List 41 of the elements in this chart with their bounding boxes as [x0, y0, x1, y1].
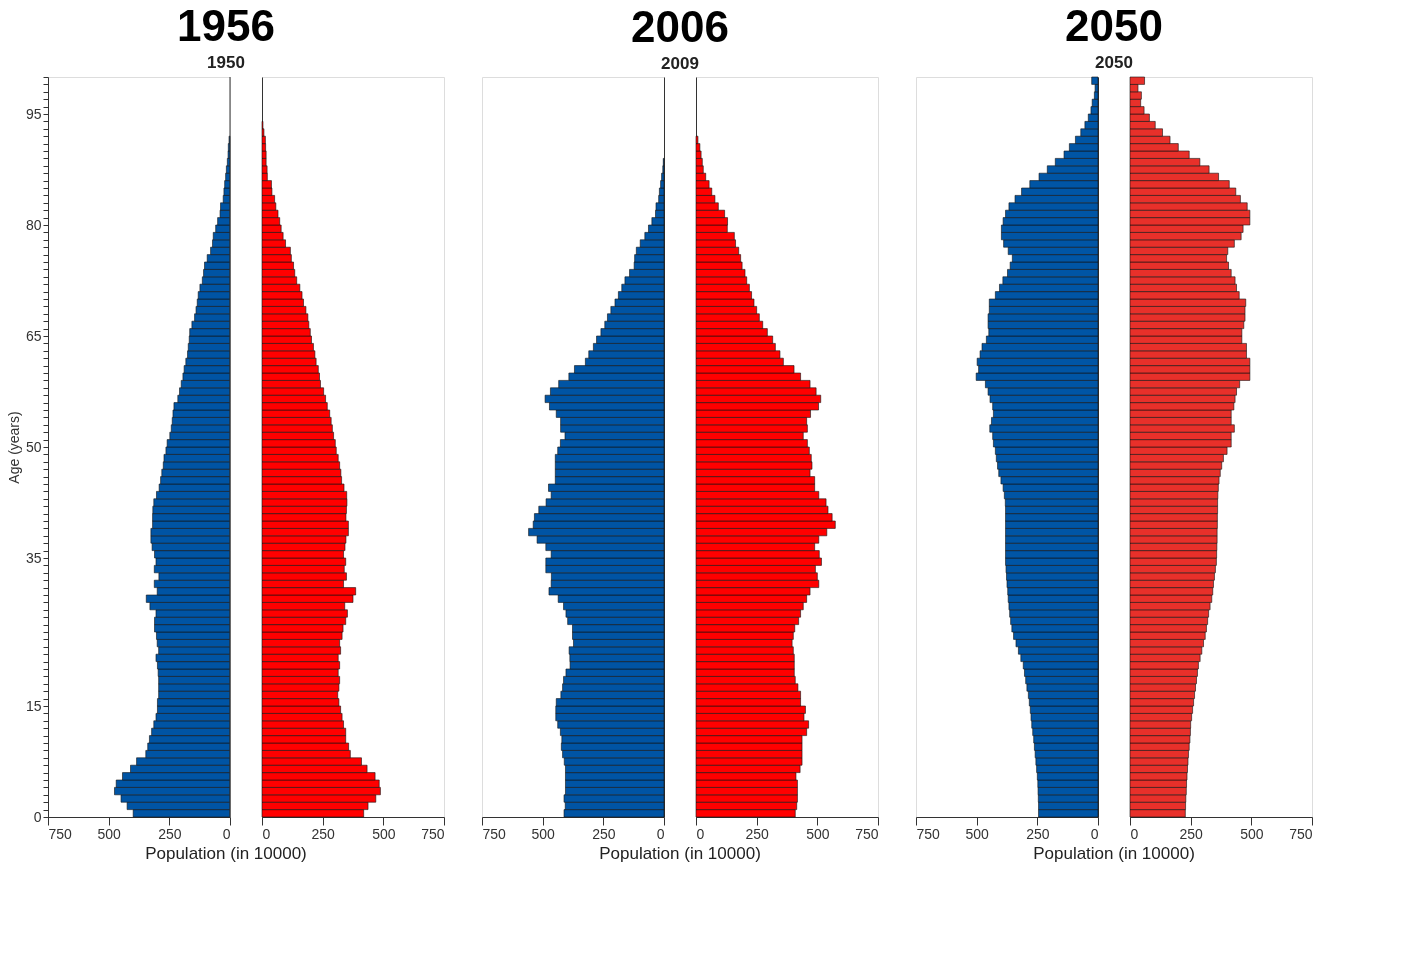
x-tick-label: 250: [745, 825, 770, 842]
x-axis-title: Population (in 10000): [1033, 843, 1195, 863]
x-tick-label: 750: [482, 825, 507, 842]
x-tick-label: 500: [372, 825, 396, 842]
x-tick-label: 0: [222, 825, 231, 842]
x-tick-label: 750: [916, 825, 941, 842]
x-tick-label: 500: [1240, 825, 1264, 842]
x-tick-label: 500: [97, 825, 122, 842]
x-tick-label: 500: [806, 825, 830, 842]
x-tick-label: 0: [1090, 825, 1099, 842]
x-tick-label: 750: [1289, 825, 1313, 842]
x-tick-label: 250: [592, 825, 616, 842]
x-tick-label: 500: [531, 825, 556, 842]
y-tick-label: 15: [25, 697, 42, 714]
x-tick-label: 250: [311, 825, 336, 842]
chart-subtitle: 2009: [661, 53, 699, 73]
x-tick-label: 750: [855, 825, 879, 842]
y-tick-label: 50: [25, 438, 42, 455]
x-tick-label: 750: [48, 825, 73, 842]
x-tick-label: 750: [421, 825, 445, 842]
x-tick-label: 250: [1179, 825, 1204, 842]
chart-title: 2050: [1095, 53, 1133, 73]
x-tick-label: 250: [158, 825, 182, 842]
x-tick-label: 500: [965, 825, 990, 842]
x-axis-title: Population (in 10000): [145, 843, 307, 863]
chart-title: 1956: [177, 1, 275, 50]
x-tick-label: 0: [262, 825, 271, 842]
chart-subtitle: 1950: [207, 53, 245, 72]
x-tick-label: 0: [696, 825, 705, 842]
y-tick-label: 0: [33, 808, 42, 825]
x-tick-label: 0: [656, 825, 665, 842]
y-axis-title: Age (years): [5, 411, 22, 484]
chart-subtitle: 2050: [1065, 1, 1163, 51]
y-tick-label: 35: [25, 549, 42, 566]
y-tick-label: 80: [25, 216, 42, 233]
chart-title: 2006: [631, 1, 729, 51]
y-tick-label: 95: [25, 105, 42, 122]
x-tick-label: 0: [1130, 825, 1139, 842]
x-tick-label: 250: [1026, 825, 1050, 842]
x-axis-title: Population (in 10000): [599, 843, 761, 863]
y-tick-label: 65: [25, 327, 42, 344]
